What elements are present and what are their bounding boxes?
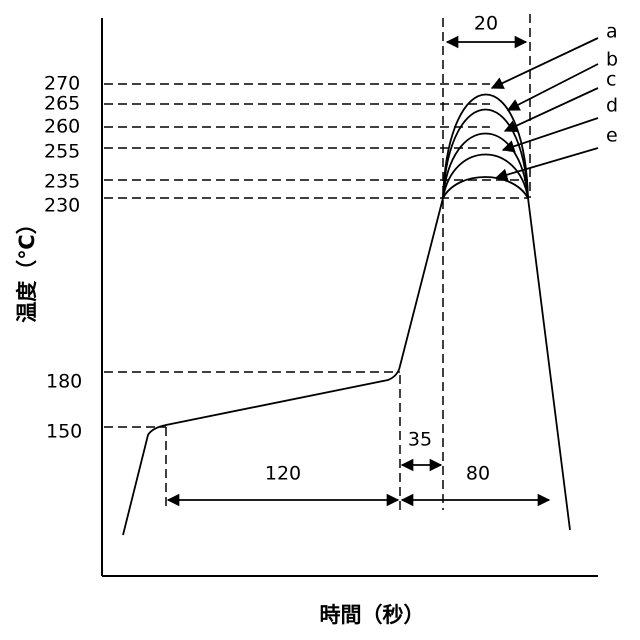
duration-peak-window-label: 20 <box>474 13 498 35</box>
y-tick-150: 150 <box>46 421 82 443</box>
y-tick-260: 260 <box>44 116 80 138</box>
duration-above-230-label: 80 <box>466 463 490 485</box>
pointer-d <box>503 118 598 150</box>
profile-curve <box>123 198 570 535</box>
y-tick-180: 180 <box>46 371 82 393</box>
y-tick-255: 255 <box>44 141 80 163</box>
peak-curve-c <box>443 134 528 199</box>
duration-ramp-label: 35 <box>408 429 432 451</box>
curve-label-e: e <box>606 125 618 147</box>
y-tick-230: 230 <box>44 195 80 217</box>
x-axis-title: 時間（秒） <box>320 603 425 627</box>
curve-label-c: c <box>606 69 616 91</box>
pointer-c <box>505 88 598 131</box>
pointer-e <box>496 148 598 178</box>
pointer-a <box>492 38 598 88</box>
duration-preheat-label: 120 <box>265 463 301 485</box>
y-tick-270: 270 <box>44 73 80 95</box>
curve-label-d: d <box>606 95 618 117</box>
curve-label-b: b <box>606 49 618 71</box>
y-tick-235: 235 <box>44 171 80 193</box>
pointer-b <box>508 64 598 110</box>
y-axis-title: 温度（℃） <box>15 213 39 322</box>
curve-label-a: a <box>606 21 618 43</box>
y-tick-265: 265 <box>44 93 80 115</box>
